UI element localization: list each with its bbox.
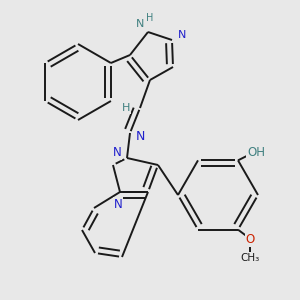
Text: H: H: [122, 103, 130, 113]
Text: H: H: [146, 13, 154, 23]
Text: OH: OH: [247, 146, 265, 159]
Text: O: O: [245, 233, 255, 246]
Text: N: N: [136, 19, 144, 29]
Text: N: N: [112, 146, 122, 160]
Text: N: N: [135, 130, 145, 142]
Text: N: N: [178, 30, 186, 40]
Text: N: N: [114, 197, 122, 211]
Text: CH₃: CH₃: [240, 253, 260, 262]
